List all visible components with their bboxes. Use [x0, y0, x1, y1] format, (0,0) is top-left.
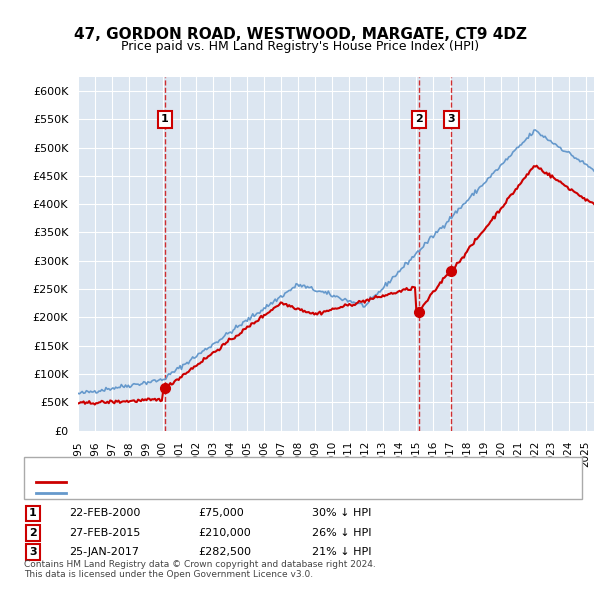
Text: 27-FEB-2015: 27-FEB-2015 — [69, 528, 140, 537]
Text: £75,000: £75,000 — [198, 509, 244, 518]
Text: 21% ↓ HPI: 21% ↓ HPI — [312, 548, 371, 557]
Text: 2: 2 — [29, 528, 37, 537]
Text: 3: 3 — [29, 548, 37, 557]
Text: 2: 2 — [415, 114, 423, 124]
Text: 22-FEB-2000: 22-FEB-2000 — [69, 509, 140, 518]
Text: HPI: Average price, detached house, Thanet: HPI: Average price, detached house, Than… — [69, 489, 298, 498]
Text: 26% ↓ HPI: 26% ↓ HPI — [312, 528, 371, 537]
Text: Contains HM Land Registry data © Crown copyright and database right 2024.
This d: Contains HM Land Registry data © Crown c… — [24, 560, 376, 579]
Text: 1: 1 — [29, 509, 37, 518]
Text: 47, GORDON ROAD, WESTWOOD, MARGATE, CT9 4DZ: 47, GORDON ROAD, WESTWOOD, MARGATE, CT9 … — [74, 27, 527, 41]
Text: 25-JAN-2017: 25-JAN-2017 — [69, 548, 139, 557]
Text: 30% ↓ HPI: 30% ↓ HPI — [312, 509, 371, 518]
Text: Price paid vs. HM Land Registry's House Price Index (HPI): Price paid vs. HM Land Registry's House … — [121, 40, 479, 53]
Text: £210,000: £210,000 — [198, 528, 251, 537]
Text: 3: 3 — [448, 114, 455, 124]
Text: £282,500: £282,500 — [198, 548, 251, 557]
Text: 47, GORDON ROAD, WESTWOOD, MARGATE, CT9 4DZ (detached house): 47, GORDON ROAD, WESTWOOD, MARGATE, CT9 … — [69, 477, 445, 487]
Text: 1: 1 — [161, 114, 169, 124]
